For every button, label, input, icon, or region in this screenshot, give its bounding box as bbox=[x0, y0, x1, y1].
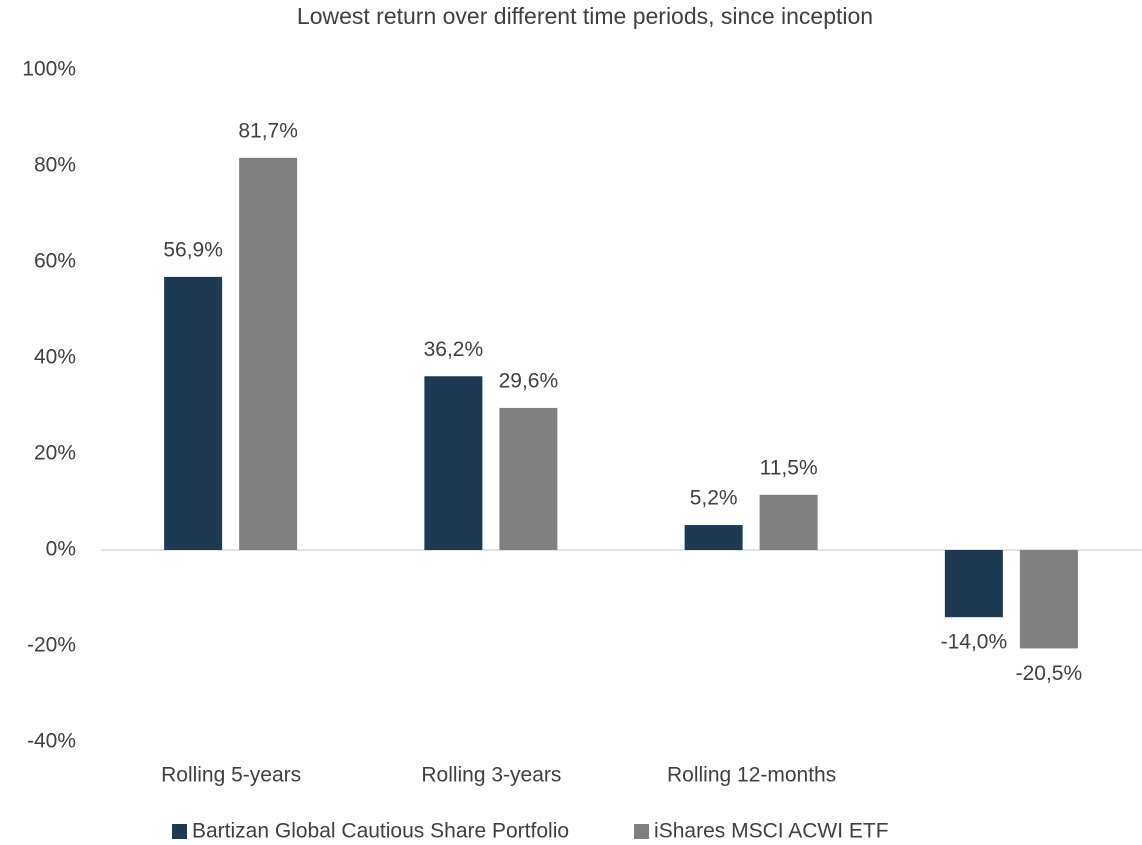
bar bbox=[759, 494, 818, 550]
data-label: 5,2% bbox=[690, 487, 738, 510]
y-tick-label: 60% bbox=[34, 250, 76, 273]
legend-swatch bbox=[172, 824, 187, 839]
data-label: 81,7% bbox=[238, 119, 298, 142]
y-tick-label: 40% bbox=[34, 346, 76, 369]
bar bbox=[239, 157, 298, 550]
y-tick-label: -40% bbox=[27, 730, 76, 753]
y-tick-label: 0% bbox=[46, 538, 76, 561]
chart-title: Lowest return over different time period… bbox=[297, 3, 873, 29]
y-tick-label: 100% bbox=[22, 58, 76, 81]
legend-swatch bbox=[634, 824, 650, 839]
legend-label: iShares MSCI ACWI ETF bbox=[654, 820, 889, 843]
data-label: 56,9% bbox=[163, 238, 223, 261]
bar bbox=[164, 276, 223, 550]
bar bbox=[499, 407, 558, 550]
data-label: 29,6% bbox=[499, 369, 559, 392]
bar bbox=[1019, 550, 1078, 649]
data-label: -20,5% bbox=[1016, 662, 1083, 685]
x-tick-label: Rolling 5-years bbox=[161, 764, 301, 787]
data-label: 36,2% bbox=[424, 338, 484, 361]
data-label: -14,0% bbox=[941, 631, 1008, 654]
y-tick-label: -20% bbox=[27, 634, 76, 657]
x-tick-label: Rolling 12-months bbox=[667, 764, 836, 787]
legend-label: Bartizan Global Cautious Share Portfolio bbox=[192, 820, 569, 843]
bar bbox=[944, 550, 1003, 618]
x-tick-label: Rolling 3-years bbox=[421, 764, 561, 787]
y-tick-label: 20% bbox=[34, 442, 76, 465]
data-label: 11,5% bbox=[760, 456, 818, 479]
bar bbox=[424, 376, 483, 550]
y-tick-label: 80% bbox=[34, 154, 76, 177]
bar bbox=[684, 525, 743, 550]
